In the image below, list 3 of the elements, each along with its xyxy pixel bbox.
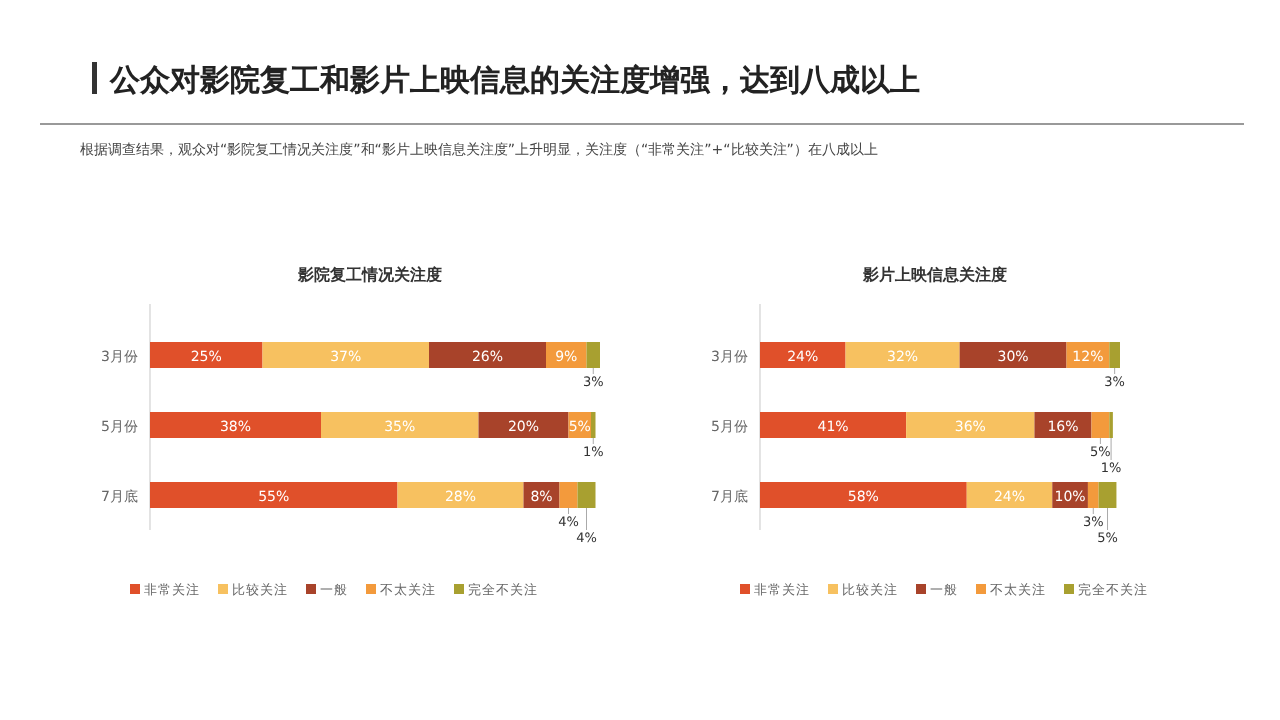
chart-title: 影院复工情况关注度: [296, 264, 442, 284]
text: 公众对影院复工和影片上映信息的关注度增强，达到八成以上: [108, 62, 920, 98]
chart-title: 影片上映信息关注度: [861, 264, 1007, 284]
